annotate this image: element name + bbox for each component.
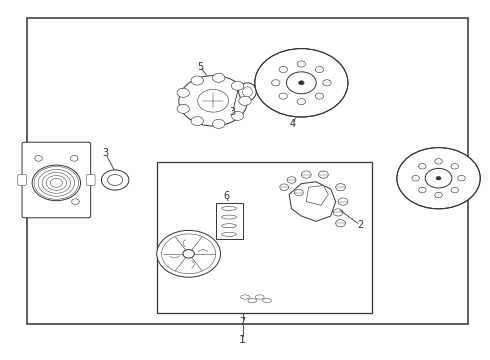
Ellipse shape [263,298,271,303]
Circle shape [301,171,311,178]
Circle shape [101,170,129,190]
Text: 5: 5 [197,62,203,72]
Circle shape [418,163,426,169]
Circle shape [435,192,442,198]
Text: 7: 7 [240,317,245,327]
Circle shape [231,111,244,120]
Text: 3: 3 [230,107,236,117]
Circle shape [323,80,331,86]
FancyBboxPatch shape [86,175,95,185]
Circle shape [231,81,244,90]
Bar [157,162,372,313]
Circle shape [280,184,289,190]
Circle shape [32,165,80,201]
Ellipse shape [221,207,237,210]
Text: 1: 1 [239,335,246,345]
Bar [216,203,243,239]
Circle shape [336,220,345,227]
Circle shape [191,76,203,85]
Polygon shape [289,182,336,221]
Ellipse shape [241,295,249,299]
Circle shape [191,117,203,126]
Text: 2: 2 [357,220,363,230]
Circle shape [294,189,303,196]
Circle shape [315,93,323,99]
Polygon shape [306,185,328,205]
Text: 3: 3 [102,148,108,158]
Circle shape [177,104,190,113]
Ellipse shape [243,87,252,97]
Circle shape [179,76,247,126]
Circle shape [412,175,419,181]
Text: 4: 4 [290,119,296,129]
Circle shape [279,93,288,99]
Circle shape [418,187,426,193]
Ellipse shape [248,298,257,303]
Circle shape [271,80,280,86]
Circle shape [108,175,122,185]
Circle shape [287,177,296,183]
Ellipse shape [221,224,237,228]
Circle shape [297,61,306,67]
Circle shape [279,67,288,73]
Ellipse shape [239,83,256,101]
FancyBboxPatch shape [18,175,26,185]
Bar [27,18,468,324]
Circle shape [213,73,225,82]
Ellipse shape [255,295,264,299]
Circle shape [198,90,228,112]
Circle shape [435,159,442,164]
Circle shape [425,168,452,188]
Circle shape [213,119,225,129]
Circle shape [177,88,190,97]
Circle shape [336,184,345,191]
Circle shape [255,49,348,117]
Circle shape [451,163,459,169]
Circle shape [157,230,220,277]
Circle shape [436,176,441,180]
Circle shape [35,156,42,161]
Circle shape [315,67,323,73]
Ellipse shape [221,233,237,236]
Circle shape [397,148,480,209]
Text: 6: 6 [223,191,229,201]
Circle shape [71,156,78,161]
Circle shape [72,199,79,204]
Circle shape [287,72,316,94]
Circle shape [239,96,251,105]
Circle shape [183,249,195,258]
Circle shape [451,187,459,193]
Circle shape [333,209,343,216]
Circle shape [298,81,304,85]
Circle shape [338,198,348,205]
Circle shape [318,171,328,178]
Ellipse shape [221,215,237,219]
Circle shape [458,175,465,181]
FancyBboxPatch shape [22,142,91,218]
Circle shape [297,99,306,105]
